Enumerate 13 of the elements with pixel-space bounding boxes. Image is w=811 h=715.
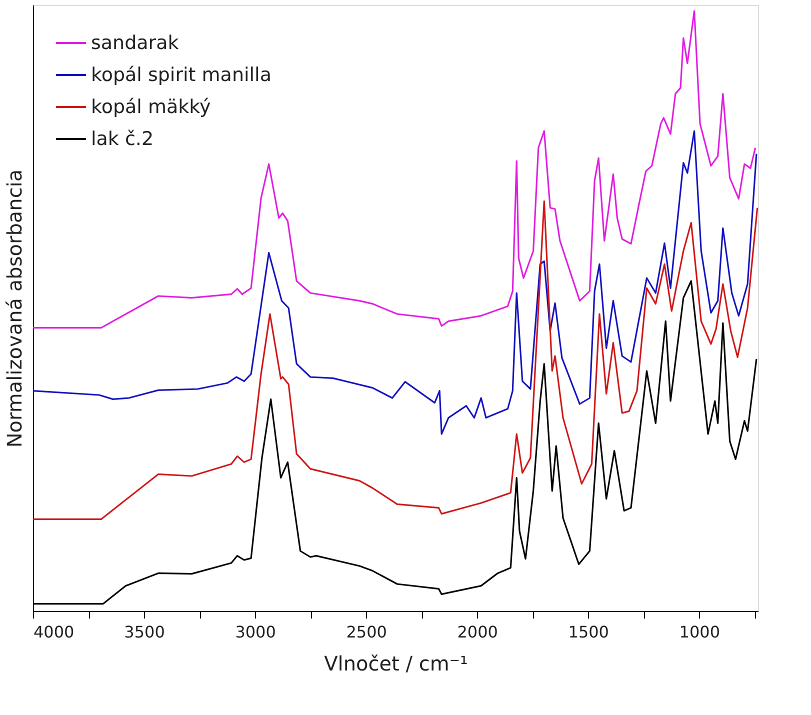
x-tick-label: 1500 — [568, 622, 609, 642]
legend-label: kopál spirit manilla — [91, 64, 272, 86]
legend-label: lak č.2 — [91, 128, 154, 150]
x-tick-label: 1000 — [679, 622, 720, 642]
x-tick-label: 3500 — [124, 622, 165, 642]
x-tick-label: 2500 — [346, 622, 387, 642]
x-tick-label: 2000 — [457, 622, 498, 642]
legend-label: sandarak — [91, 32, 179, 54]
x-tick-label: 3000 — [235, 622, 276, 642]
x-axis-title: Vlnočet / cm⁻¹ — [324, 652, 468, 676]
x-tick-label: 4000 — [34, 622, 74, 642]
legend-label: kopál mäkký — [91, 96, 211, 118]
y-axis-title: Normalizovaná absorbancia — [2, 169, 26, 448]
